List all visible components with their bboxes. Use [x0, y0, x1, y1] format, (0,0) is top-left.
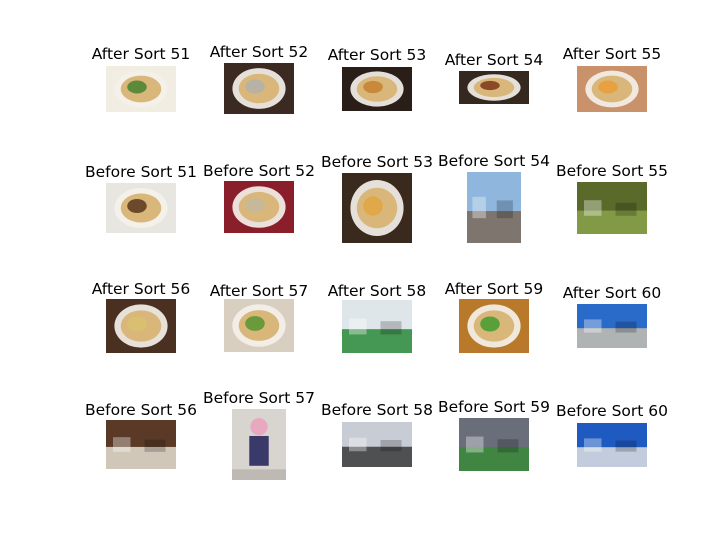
thumbnail-caption-wrap: After Sort 54: [435, 51, 553, 69]
thumbnail-caption: Before Sort 59: [437, 398, 551, 416]
thumbnail-caption: Before Sort 53: [320, 153, 434, 171]
street-photo: [459, 418, 529, 471]
thumbnail-caption-wrap: Before Sort 52: [200, 162, 318, 180]
thumbnail-caption: After Sort 54: [444, 51, 544, 69]
thumbnail-caption: Before Sort 55: [555, 162, 669, 180]
object-photo: [106, 420, 176, 469]
thumbnail-caption: After Sort 55: [562, 45, 662, 63]
noodle-bowl-photo: [224, 181, 294, 233]
thumbnail-caption-wrap: After Sort 57: [200, 282, 318, 300]
thumbnail-caption: Before Sort 54: [437, 152, 551, 170]
thumbnail-caption: After Sort 56: [91, 280, 191, 298]
thumbnail-caption: Before Sort 60: [555, 402, 669, 420]
thumbnail-caption: Before Sort 58: [320, 401, 434, 419]
thumbnail-caption: Before Sort 56: [84, 401, 198, 419]
thumbnail-caption-wrap: Before Sort 55: [553, 162, 671, 180]
noodle-bowl-photo: [577, 66, 647, 112]
noodle-bowl-photo: [224, 63, 294, 114]
thumbnail-caption: Before Sort 52: [202, 162, 316, 180]
park-photo: [577, 182, 647, 234]
street-photo: [467, 172, 521, 243]
truck-photo: [342, 300, 412, 353]
thumbnail-caption: Before Sort 51: [84, 163, 198, 181]
noodle-bowl-photo: [106, 66, 176, 112]
thumbnail-caption-wrap: After Sort 52: [200, 43, 318, 61]
thumbnail-caption: After Sort 57: [209, 282, 309, 300]
thumbnail-caption-wrap: After Sort 51: [82, 45, 200, 63]
landscape-photo: [577, 423, 647, 467]
thumbnail-caption-wrap: Before Sort 53: [318, 153, 436, 171]
thumbnail-caption-wrap: After Sort 60: [553, 284, 671, 302]
thumbnail-caption: After Sort 51: [91, 45, 191, 63]
thumbnail-caption-wrap: After Sort 56: [82, 280, 200, 298]
thumbnail-caption: After Sort 52: [209, 43, 309, 61]
thumbnail-caption-wrap: Before Sort 59: [435, 398, 553, 416]
thumbnail-caption: Before Sort 57: [202, 389, 316, 407]
thumbnail-caption: After Sort 59: [444, 280, 544, 298]
thumbnail-caption-wrap: After Sort 58: [318, 282, 436, 300]
thumbnail-caption-wrap: Before Sort 58: [318, 401, 436, 419]
thumbnail-caption-wrap: Before Sort 57: [200, 389, 318, 407]
landscape-photo: [577, 304, 647, 348]
thumbnail-caption-wrap: Before Sort 56: [82, 401, 200, 419]
noodle-bowl-photo: [106, 183, 176, 233]
food-photo: [459, 71, 529, 104]
thumbnail-caption-wrap: Before Sort 51: [82, 163, 200, 181]
thumbnail-caption: After Sort 53: [327, 46, 427, 64]
noodle-bowl-photo: [342, 67, 412, 111]
thumbnail-caption-wrap: Before Sort 60: [553, 402, 671, 420]
thumbnail-caption-wrap: After Sort 53: [318, 46, 436, 64]
figure-photo: [232, 409, 286, 480]
noodle-bowl-photo: [224, 299, 294, 352]
thumbnail-caption-wrap: After Sort 55: [553, 45, 671, 63]
food-photo: [106, 299, 176, 353]
thumbnail-caption-wrap: Before Sort 54: [435, 152, 553, 170]
thumbnail-caption: After Sort 60: [562, 284, 662, 302]
noodle-bowl-photo: [342, 173, 412, 243]
thumbnail-caption-wrap: After Sort 59: [435, 280, 553, 298]
noodle-bowl-photo: [459, 299, 529, 353]
street-photo: [342, 422, 412, 467]
thumbnail-caption: After Sort 58: [327, 282, 427, 300]
